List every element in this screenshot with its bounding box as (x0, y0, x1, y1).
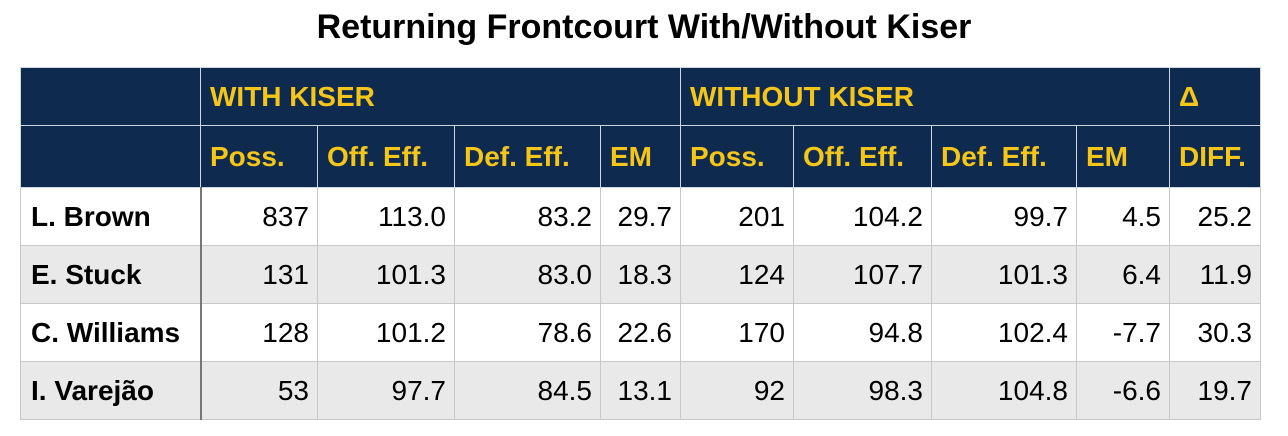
column-header: Def. Eff. (931, 125, 1077, 188)
table-row: L. Brown 837 113.0 83.2 29.7 201 104.2 9… (20, 187, 1261, 246)
column-header: Poss. (680, 125, 794, 188)
table-cell: 98.3 (793, 361, 932, 420)
table-cell: 201 (680, 187, 794, 246)
table-cell: -6.6 (1076, 361, 1170, 420)
group-header-row: WITH KISER WITHOUT KISER Δ (20, 67, 1261, 126)
corner-cell (20, 125, 201, 188)
group-header-with: WITH KISER (200, 67, 681, 126)
table-cell: 104.8 (931, 361, 1077, 420)
player-name: E. Stuck (20, 245, 202, 304)
column-header: Def. Eff. (454, 125, 601, 188)
table-cell: 102.4 (931, 303, 1077, 362)
table-cell: 22.6 (600, 303, 681, 362)
group-header-delta: Δ (1169, 67, 1261, 126)
table-cell: 107.7 (793, 245, 932, 304)
table-cell: 99.7 (931, 187, 1077, 246)
column-header: Off. Eff. (317, 125, 455, 188)
table-cell: 128 (200, 303, 318, 362)
table-cell: 19.7 (1169, 361, 1261, 420)
table-cell: 25.2 (1169, 187, 1261, 246)
table-row: C. Williams 128 101.2 78.6 22.6 170 94.8… (20, 303, 1261, 362)
table-cell: 837 (200, 187, 318, 246)
table-cell: 4.5 (1076, 187, 1170, 246)
table-cell: 29.7 (600, 187, 681, 246)
table-cell: 83.2 (454, 187, 601, 246)
table-cell: 84.5 (454, 361, 601, 420)
table-cell: 101.3 (931, 245, 1077, 304)
table-row: E. Stuck 131 101.3 83.0 18.3 124 107.7 1… (20, 245, 1261, 304)
table-cell: 104.2 (793, 187, 932, 246)
table-title: Returning Frontcourt With/Without Kiser (316, 8, 972, 46)
table-cell: 101.3 (317, 245, 455, 304)
column-header: Off. Eff. (793, 125, 932, 188)
table-cell: 124 (680, 245, 794, 304)
column-header: EM (1076, 125, 1170, 188)
table-cell: 101.2 (317, 303, 455, 362)
table-cell: 13.1 (600, 361, 681, 420)
group-header-without: WITHOUT KISER (680, 67, 1170, 126)
table-cell: 11.9 (1169, 245, 1261, 304)
corner-cell (20, 67, 201, 126)
table-cell: 94.8 (793, 303, 932, 362)
stats-table: WITH KISER WITHOUT KISER Δ Poss. Off. Ef… (20, 67, 1261, 420)
column-header: Poss. (200, 125, 318, 188)
table-cell: 18.3 (600, 245, 681, 304)
table-cell: -7.7 (1076, 303, 1170, 362)
table-cell: 113.0 (317, 187, 455, 246)
player-name: L. Brown (20, 187, 202, 246)
table-cell: 170 (680, 303, 794, 362)
player-name: I. Varejão (20, 361, 202, 420)
column-header-row: Poss. Off. Eff. Def. Eff. EM Poss. Off. … (20, 125, 1261, 188)
table-cell: 6.4 (1076, 245, 1170, 304)
table-row: I. Varejão 53 97.7 84.5 13.1 92 98.3 104… (20, 361, 1261, 420)
table-cell: 78.6 (454, 303, 601, 362)
table-cell: 30.3 (1169, 303, 1261, 362)
player-name: C. Williams (20, 303, 202, 362)
column-header: DIFF. (1169, 125, 1261, 188)
table-cell: 92 (680, 361, 794, 420)
table-cell: 97.7 (317, 361, 455, 420)
table-cell: 83.0 (454, 245, 601, 304)
column-header: EM (600, 125, 681, 188)
table-cell: 53 (200, 361, 318, 420)
table-cell: 131 (200, 245, 318, 304)
